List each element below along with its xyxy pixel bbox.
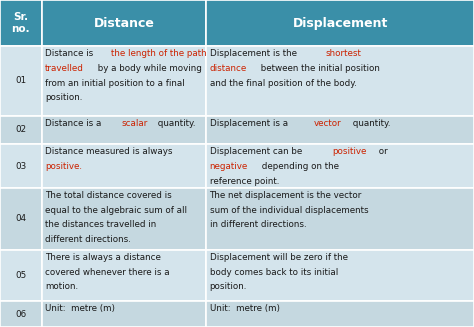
Text: the distances travelled in: the distances travelled in [45, 220, 156, 230]
Text: positive: positive [332, 147, 366, 156]
Text: the length of the path: the length of the path [111, 49, 207, 59]
Bar [42, 301, 206, 327]
Text: The total distance covered is: The total distance covered is [45, 191, 172, 200]
Bar [0, 0, 42, 46]
Text: depending on the: depending on the [259, 162, 339, 171]
Bar [42, 116, 206, 144]
Text: vector: vector [314, 119, 342, 128]
Text: Distance: Distance [93, 17, 155, 29]
Bar [206, 0, 474, 46]
Bar [206, 46, 474, 116]
Text: 03: 03 [15, 162, 27, 171]
Text: travelled: travelled [45, 64, 84, 73]
Text: The net displacement is the vector: The net displacement is the vector [210, 191, 362, 200]
Text: 01: 01 [15, 77, 27, 85]
Text: Unit:  metre (m): Unit: metre (m) [45, 304, 115, 314]
Text: Distance is a: Distance is a [45, 119, 104, 128]
Text: motion.: motion. [45, 282, 78, 291]
Text: from an initial position to a final: from an initial position to a final [45, 78, 185, 88]
Text: Displacement is the: Displacement is the [210, 49, 299, 59]
Text: Displacement: Displacement [292, 17, 388, 29]
Text: covered whenever there is a: covered whenever there is a [45, 267, 170, 277]
Bar [42, 46, 206, 116]
Bar [42, 250, 206, 301]
Text: Sr.
no.: Sr. no. [11, 12, 30, 34]
Bar [0, 144, 42, 188]
Bar [206, 250, 474, 301]
Text: reference point.: reference point. [210, 177, 279, 186]
Bar [0, 250, 42, 301]
Text: 05: 05 [15, 271, 27, 280]
Text: 04: 04 [15, 214, 27, 223]
Bar [0, 46, 42, 116]
Text: different directions.: different directions. [45, 235, 131, 244]
Text: Displacement can be: Displacement can be [210, 147, 304, 156]
Bar [0, 301, 42, 327]
Text: sum of the individual displacements: sum of the individual displacements [210, 206, 368, 215]
Text: quantity.: quantity. [155, 119, 196, 128]
Text: shortest: shortest [325, 49, 361, 59]
Bar [206, 144, 474, 188]
Text: body comes back to its initial: body comes back to its initial [210, 267, 338, 277]
Text: 02: 02 [15, 125, 27, 134]
Bar [42, 0, 206, 46]
Bar [42, 144, 206, 188]
Text: scalar: scalar [121, 119, 148, 128]
Bar [0, 116, 42, 144]
Text: There is always a distance: There is always a distance [45, 253, 161, 262]
Text: Distance is: Distance is [45, 49, 96, 59]
Text: Displacement is a: Displacement is a [210, 119, 291, 128]
Text: Displacement will be zero if the: Displacement will be zero if the [210, 253, 347, 262]
Text: between the initial position: between the initial position [257, 64, 380, 73]
Bar [206, 116, 474, 144]
Text: in different directions.: in different directions. [210, 220, 306, 230]
Text: positive.: positive. [45, 162, 82, 171]
Text: and the final position of the body.: and the final position of the body. [210, 78, 356, 88]
Bar [42, 188, 206, 250]
Bar [206, 301, 474, 327]
Text: Distance measured is always: Distance measured is always [45, 147, 173, 156]
Bar [0, 188, 42, 250]
Text: position.: position. [45, 93, 82, 102]
Text: by a body while moving: by a body while moving [95, 64, 202, 73]
Text: negative: negative [210, 162, 248, 171]
Text: distance: distance [210, 64, 247, 73]
Text: equal to the algebraic sum of all: equal to the algebraic sum of all [45, 206, 187, 215]
Text: quantity.: quantity. [350, 119, 390, 128]
Bar [206, 188, 474, 250]
Text: or: or [376, 147, 388, 156]
Text: Unit:  metre (m): Unit: metre (m) [210, 304, 280, 314]
Text: 06: 06 [15, 310, 27, 318]
Text: position.: position. [210, 282, 247, 291]
